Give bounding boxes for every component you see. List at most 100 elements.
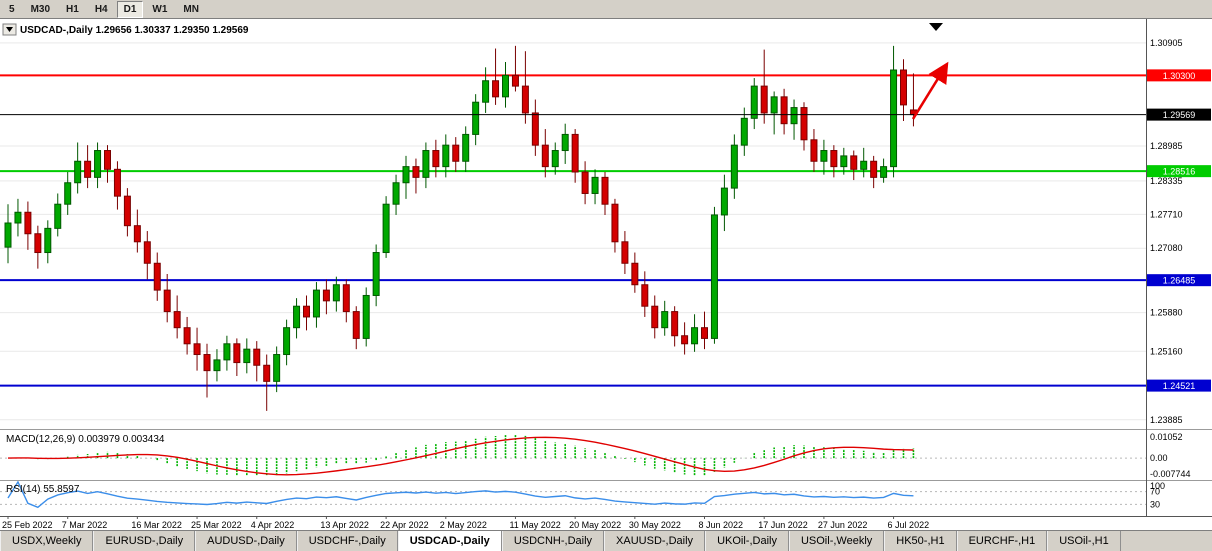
candle [263, 364, 271, 382]
chart-tab-ukoil-daily[interactable]: UKOil-,Daily [705, 531, 789, 551]
candle [173, 311, 181, 329]
price-badge-label: 1.30300 [1163, 71, 1196, 81]
price-tick-label: 1.28335 [1150, 176, 1183, 186]
date-tick-label: 25 Mar 2022 [191, 520, 242, 530]
candle [133, 225, 141, 243]
chart-tab-usdchf-daily[interactable]: USDCHF-,Daily [296, 531, 398, 551]
macd-signal-line [7, 436, 914, 476]
chart-tab-audusd-daily[interactable]: AUDUSD-,Daily [195, 531, 297, 551]
candle [104, 150, 111, 170]
candle [342, 284, 350, 313]
candle [412, 166, 420, 178]
timeframe-button-m30[interactable]: M30 [30, 3, 51, 15]
chart-tab-usdcnh-daily[interactable]: USDCNH-,Daily [501, 531, 605, 551]
candle [84, 160, 92, 178]
chart-tab-usdcad-daily[interactable]: USDCAD-,Daily [397, 531, 502, 551]
timeframe-button-w1[interactable]: W1 [152, 3, 168, 15]
candle [123, 195, 131, 227]
chart-info-line: USDCAD-,Daily 1.29656 1.30337 1.29350 1.… [20, 25, 249, 36]
date-tick-label: 7 Mar 2022 [62, 520, 108, 530]
rsi-axis-label: 100 [1150, 481, 1165, 491]
candle [661, 311, 669, 329]
macd-axis-label: -0.007744 [1150, 469, 1191, 479]
candle [581, 171, 589, 194]
candle [830, 150, 838, 168]
candle [472, 101, 480, 135]
candle [213, 359, 221, 372]
chart-tab-usoil-h1[interactable]: USOil-,H1 [1047, 531, 1121, 551]
candle [611, 203, 619, 243]
price-gridlines [0, 42, 1146, 421]
candle [691, 327, 699, 345]
candle [24, 211, 32, 235]
chart-area[interactable]: USDCAD-,Daily 1.29656 1.30337 1.29350 1.… [0, 19, 1212, 530]
candle [531, 112, 539, 146]
price-badge-label: 1.26485 [1163, 276, 1196, 286]
chart-tab-usoil-weekly[interactable]: USOil-,Weekly [788, 531, 885, 551]
candle [760, 85, 768, 114]
rsi-label: RSI(14) 55.8597 [6, 484, 80, 495]
chart-tab-hk50-h1[interactable]: HK50-,H1 [884, 531, 957, 551]
chart-tab-usdx-weekly[interactable]: USDX,Weekly [0, 531, 94, 551]
candle [352, 311, 360, 339]
date-tick-label: 2 May 2022 [440, 520, 487, 530]
macd-label: MACD(12,26,9) 0.003979 0.003434 [6, 434, 165, 445]
price-tick-label: 1.23885 [1150, 415, 1183, 425]
candle [442, 144, 450, 168]
price-badge-label: 1.29569 [1163, 110, 1196, 120]
candle [432, 150, 440, 168]
candle [900, 69, 907, 106]
date-tick-label: 30 May 2022 [629, 520, 681, 530]
rsi-axis-label: 70 [1150, 487, 1160, 497]
timeframe-button-h1[interactable]: H1 [66, 3, 79, 15]
candle [332, 284, 340, 302]
candle [651, 305, 659, 329]
candle [452, 144, 460, 162]
timeframe-button-5[interactable]: 5 [9, 3, 15, 15]
candle [4, 222, 12, 248]
chart-tab-xauusd-daily[interactable]: XAUUSD-,Daily [604, 531, 706, 551]
candle [770, 96, 778, 114]
candle [492, 80, 500, 98]
candle [750, 85, 758, 119]
chevron-down-icon [6, 27, 13, 32]
chart-tab-eurusd-daily[interactable]: EURUSD-,Daily [93, 531, 196, 551]
candle [462, 133, 470, 162]
candle [681, 335, 689, 345]
price-badge [1147, 379, 1211, 392]
price-axis[interactable]: 1.30905 1.28985 1.28335 1.27710 1.27080 1.258… [1147, 38, 1211, 425]
candle [790, 107, 798, 125]
date-tick-label: 22 Apr 2022 [380, 520, 429, 530]
candle [502, 74, 509, 98]
chart-tab-eurchf-h1[interactable]: EURCHF-,H1 [956, 531, 1048, 551]
candle [54, 203, 62, 229]
candle [710, 214, 718, 339]
macd-histogram [17, 434, 915, 476]
candle [890, 69, 898, 168]
timeframe-button-mn[interactable]: MN [183, 3, 199, 15]
price-tick-label: 1.30905 [1150, 38, 1183, 48]
candle [203, 354, 211, 372]
candle [780, 96, 788, 125]
triangle-marker-annotation[interactable] [929, 23, 943, 31]
candle [243, 348, 251, 364]
price-badge-label: 1.24521 [1163, 381, 1196, 391]
timeframe-button-h4[interactable]: H4 [94, 3, 108, 15]
candles [4, 45, 917, 411]
macd-axis-label: 0.00 [1150, 453, 1168, 463]
date-tick-label: 27 Jun 2022 [818, 520, 868, 530]
time-axis[interactable]: 25 Feb 2022 7 Mar 2022 16 Mar 2022 25 Mar 2… [2, 516, 929, 530]
candle [273, 354, 281, 382]
trend-arrow-annotation[interactable] [911, 61, 949, 120]
candle [880, 166, 888, 178]
timeframe-button-d1[interactable]: D1 [116, 0, 144, 18]
candle [860, 160, 868, 170]
date-tick-label: 6 Jul 2022 [888, 520, 930, 530]
date-tick-label: 20 May 2022 [569, 520, 621, 530]
candle [422, 150, 430, 178]
candle [153, 262, 161, 291]
candle [800, 107, 808, 141]
candle [44, 227, 52, 254]
candle [362, 294, 370, 339]
